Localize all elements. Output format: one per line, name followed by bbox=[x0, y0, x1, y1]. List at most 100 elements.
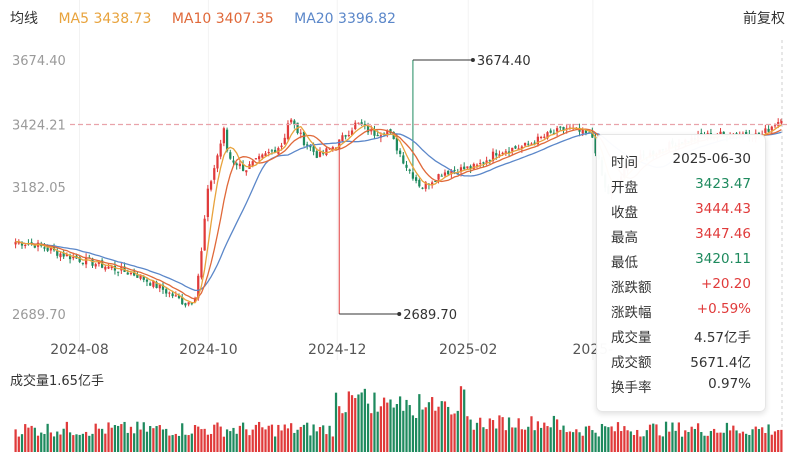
candle-body bbox=[309, 145, 312, 148]
candle-body bbox=[331, 147, 334, 150]
volume-bar bbox=[543, 422, 546, 452]
candle-body bbox=[174, 295, 177, 297]
volume-bar bbox=[382, 397, 386, 452]
volume-bar bbox=[357, 394, 360, 452]
volume-bar bbox=[402, 410, 405, 452]
candle-body bbox=[181, 297, 184, 305]
candle-body bbox=[780, 119, 783, 124]
candle-body bbox=[511, 147, 514, 152]
volume-bar bbox=[65, 421, 68, 452]
volume-bar bbox=[629, 431, 632, 452]
volume-bar bbox=[706, 435, 709, 452]
volume-bar bbox=[421, 409, 424, 452]
volume-bar bbox=[56, 431, 59, 452]
volume-bar bbox=[91, 433, 94, 452]
volume-bar bbox=[299, 426, 302, 452]
volume-bar bbox=[216, 422, 219, 452]
candle-body bbox=[229, 152, 232, 159]
candle-body bbox=[216, 155, 219, 169]
candle-body bbox=[206, 188, 209, 218]
volume-bar bbox=[113, 425, 117, 452]
candle-body bbox=[539, 136, 543, 138]
volume-bar bbox=[225, 429, 229, 452]
volume-bar bbox=[107, 422, 110, 452]
candle-body bbox=[133, 271, 136, 276]
volume-bar bbox=[559, 429, 562, 452]
volume-bar bbox=[677, 422, 680, 452]
volume-bar bbox=[729, 430, 732, 452]
candle-body bbox=[440, 175, 443, 177]
volume-bar bbox=[62, 428, 65, 452]
volume-bar bbox=[59, 434, 62, 452]
volume-bar bbox=[168, 435, 171, 452]
candle-body bbox=[232, 160, 235, 163]
candle-body bbox=[370, 129, 373, 132]
candle-body bbox=[241, 164, 245, 171]
candle-body bbox=[479, 162, 482, 164]
candle-body bbox=[767, 128, 770, 132]
volume-bar bbox=[459, 386, 463, 452]
tooltip-value: 3444.43 bbox=[695, 201, 751, 217]
candle-body bbox=[366, 125, 370, 133]
candle-body bbox=[104, 266, 107, 270]
candle-body bbox=[591, 131, 594, 138]
candle-body bbox=[72, 256, 75, 259]
volume-bar bbox=[277, 424, 280, 452]
candle-body bbox=[290, 119, 293, 123]
volume-bar bbox=[84, 431, 88, 452]
tooltip-value: 0.97% bbox=[708, 376, 751, 392]
volume-bar bbox=[177, 435, 181, 452]
volume-bar bbox=[344, 412, 347, 452]
candle-body bbox=[498, 154, 501, 156]
volume-bar bbox=[270, 424, 274, 452]
candle-body bbox=[443, 172, 447, 176]
volume-bar bbox=[49, 432, 52, 452]
volume-bar bbox=[158, 425, 161, 452]
volume-bar bbox=[527, 426, 530, 452]
candle-body bbox=[306, 144, 309, 146]
candle-body bbox=[581, 129, 584, 134]
volume-bar bbox=[754, 426, 757, 452]
volume-bar bbox=[235, 433, 238, 452]
volume-bar bbox=[222, 436, 225, 452]
ma-legend: 均线 MA5 3438.73 MA10 3407.35 MA20 3396.82 bbox=[10, 8, 412, 28]
volume-bar bbox=[209, 433, 213, 452]
candle-body bbox=[421, 187, 424, 189]
volume-bar bbox=[507, 417, 511, 452]
candle-body bbox=[431, 182, 434, 186]
adjust-mode-toggle[interactable]: 前复权 bbox=[743, 11, 785, 27]
volume-bar bbox=[504, 430, 507, 452]
volume-bar bbox=[680, 436, 684, 452]
candle-body bbox=[450, 170, 453, 175]
volume-bar bbox=[350, 395, 354, 452]
volume-bar bbox=[447, 406, 450, 452]
tooltip-row-time: 时间 2025-06-30 bbox=[611, 151, 751, 171]
volume-bar bbox=[482, 427, 485, 452]
volume-bar bbox=[645, 430, 648, 452]
tooltip-row-open: 开盘 3423.47 bbox=[611, 176, 751, 196]
volume-bar bbox=[495, 428, 498, 452]
candle-body bbox=[24, 244, 27, 246]
x-tick-label: 2024-12 bbox=[308, 342, 367, 358]
candle-body bbox=[68, 255, 72, 260]
volume-bar bbox=[466, 416, 469, 452]
volume-bar bbox=[193, 425, 197, 452]
tooltip-value: 5671.4亿 bbox=[690, 355, 751, 371]
candle-body bbox=[94, 264, 97, 267]
candle-body bbox=[107, 266, 110, 269]
volume-bar bbox=[572, 432, 575, 452]
candle-body bbox=[527, 143, 530, 145]
volume-bar bbox=[456, 410, 459, 452]
volume-bar bbox=[616, 422, 620, 452]
candle-body bbox=[110, 266, 113, 269]
volume-bar bbox=[123, 421, 126, 452]
legend-ma10: MA10 3407.35 bbox=[171, 11, 274, 27]
tooltip-label: 收盘 bbox=[611, 205, 638, 221]
volume-bar bbox=[203, 428, 206, 452]
volume-bar bbox=[165, 428, 168, 452]
volume-bar bbox=[312, 424, 315, 452]
candle-body bbox=[318, 151, 322, 157]
volume-bar bbox=[248, 435, 251, 452]
candle-body bbox=[168, 292, 171, 294]
volume-bar bbox=[671, 422, 674, 452]
